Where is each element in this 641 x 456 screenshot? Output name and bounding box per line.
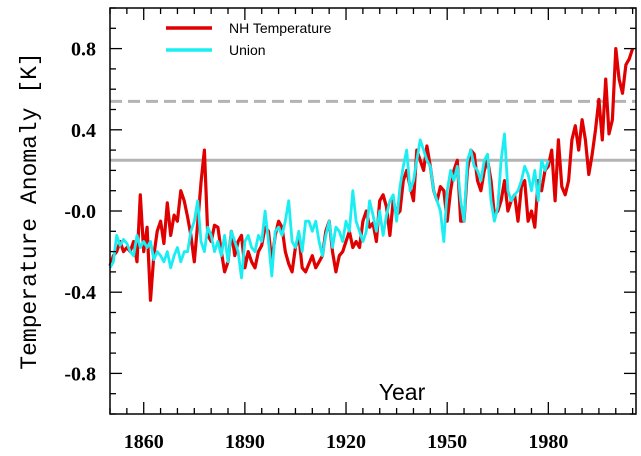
- x-axis-title: Year: [379, 379, 426, 405]
- x-tick-label: 1920: [326, 431, 366, 453]
- legend: NH Temperature Union: [166, 20, 332, 58]
- y-tick-label: -0.8: [64, 363, 96, 385]
- x-tick-label: 1890: [225, 431, 265, 453]
- series-line-2: [108, 132, 550, 280]
- y-axis-title: Temperature Anomaly [K]: [17, 52, 43, 369]
- x-tick-label: 1950: [427, 431, 467, 453]
- ticks: [109, 7, 636, 415]
- legend-label-1: NH Temperature: [229, 20, 332, 36]
- series-line-1: [108, 46, 635, 302]
- y-tick-label: -0.4: [64, 282, 96, 304]
- y-tick-label: -0.0: [64, 201, 96, 223]
- legend-label-2: Union: [229, 42, 266, 58]
- x-tick-label: 1980: [528, 431, 568, 453]
- y-tick-label: 0.8: [71, 39, 96, 61]
- series-layer: [108, 46, 635, 302]
- tick-labels: 1860 1890 1920 1950 1980 0.8 0.4 -0.0 -0.4 -0.8: [64, 39, 568, 453]
- x-tick-label: 1860: [124, 431, 164, 453]
- y-tick-label: 0.4: [71, 120, 96, 142]
